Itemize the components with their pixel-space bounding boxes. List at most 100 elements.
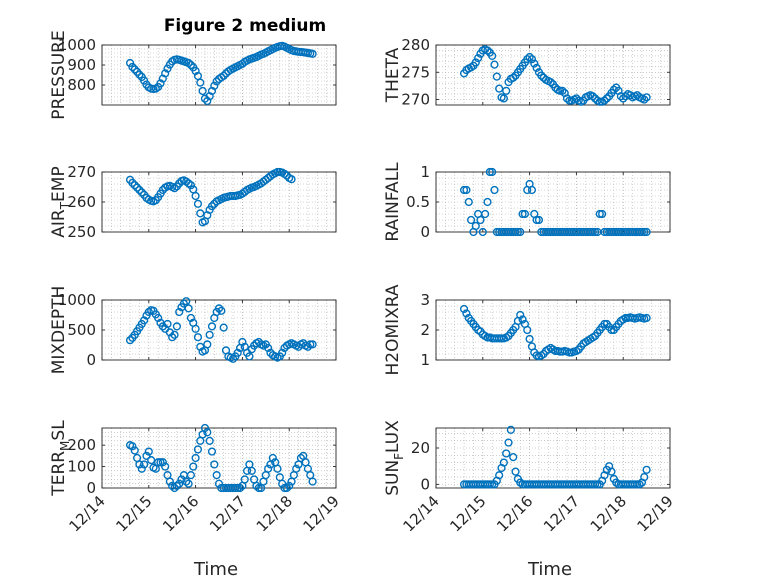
data-point [125, 336, 135, 345]
data-point [481, 209, 490, 219]
data-point [158, 322, 167, 331]
data-point [490, 185, 499, 195]
data-point [602, 94, 611, 103]
data-point [128, 62, 137, 72]
data-point [308, 477, 317, 486]
scatter-points [125, 41, 317, 106]
data-point [504, 438, 513, 447]
data-point [140, 460, 149, 469]
y-tick-label: 20 [411, 439, 430, 457]
data-point [598, 209, 607, 219]
data-point [135, 70, 144, 79]
data-point [485, 167, 494, 177]
data-point [189, 462, 198, 471]
data-point [240, 475, 249, 484]
data-point [523, 55, 532, 64]
data-point [478, 227, 487, 237]
data-point [523, 325, 532, 335]
data-point [217, 306, 226, 315]
data-point [619, 94, 628, 103]
data-point [278, 479, 287, 488]
data-point [130, 181, 139, 190]
data-point [308, 340, 317, 349]
y-tick-label: 260 [67, 193, 96, 211]
data-point [462, 309, 471, 318]
data-point [205, 436, 214, 445]
subplot-3: 0 0.5 1 RAINFALL [383, 162, 671, 242]
y-tick-label: 275 [401, 63, 430, 81]
data-point [135, 185, 144, 195]
data-point [142, 451, 151, 460]
data-point [231, 483, 240, 493]
data-point [640, 472, 649, 482]
axes-box [435, 427, 671, 489]
data-point [233, 348, 242, 357]
y-tick-label: 270 [401, 91, 430, 109]
x-tick-label: 12/19 [634, 492, 677, 535]
data-point [485, 480, 494, 489]
data-point [161, 69, 170, 78]
data-point [191, 324, 200, 333]
data-point [163, 64, 172, 73]
data-point [525, 334, 534, 344]
figure-title: Figure 2 medium [164, 16, 326, 36]
data-point [464, 197, 473, 207]
data-point [474, 53, 483, 63]
x-tick-label: 12/17 [206, 492, 249, 535]
data-point [207, 322, 217, 331]
data-point [280, 169, 289, 178]
y-tick-label: 1000 [58, 36, 96, 54]
data-point [191, 191, 200, 201]
subplot-5: 1 2 3 H2OMIXRA [383, 284, 671, 376]
data-point [228, 354, 238, 363]
data-point [264, 464, 273, 473]
data-point [607, 467, 616, 476]
data-point [525, 52, 534, 62]
data-point [186, 181, 196, 190]
data-point [207, 447, 217, 456]
data-point [186, 471, 196, 480]
data-point [168, 333, 177, 342]
data-point [140, 316, 149, 325]
y-tick-label: 200 [67, 436, 96, 454]
y-tick-label: 3 [420, 291, 430, 309]
data-point [184, 479, 193, 488]
data-point [520, 209, 530, 219]
data-point [303, 342, 313, 351]
data-point [203, 96, 212, 106]
data-point [490, 60, 499, 69]
grid [435, 428, 671, 488]
data-point [214, 479, 224, 488]
data-point [285, 481, 294, 490]
data-point [467, 215, 476, 225]
x-tick-label: 12/17 [540, 492, 583, 535]
data-point [156, 458, 165, 467]
data-point [252, 481, 261, 490]
data-point [516, 227, 525, 237]
y-tick-label: 1000 [58, 291, 96, 309]
data-point [219, 323, 228, 332]
y-tick-label: 0 [86, 351, 96, 369]
y-tick-label: 500 [67, 321, 96, 339]
data-point [245, 352, 254, 361]
data-point [200, 94, 210, 103]
x-tick-label: 12/18 [587, 492, 630, 535]
data-point [168, 481, 177, 490]
data-point [530, 59, 539, 68]
data-point [565, 96, 574, 105]
data-point [308, 49, 317, 58]
data-point [488, 51, 497, 61]
data-point [161, 462, 170, 471]
data-point [287, 175, 296, 184]
y-axis-label: H2OMIXRA [383, 284, 403, 375]
data-point [591, 480, 600, 489]
data-point [640, 227, 649, 237]
data-point [462, 185, 471, 195]
data-point [516, 310, 525, 320]
data-point [203, 428, 212, 437]
data-point [175, 307, 184, 317]
y-tick-label: 800 [67, 76, 96, 94]
scatter-points [125, 297, 317, 363]
data-point [497, 334, 506, 343]
